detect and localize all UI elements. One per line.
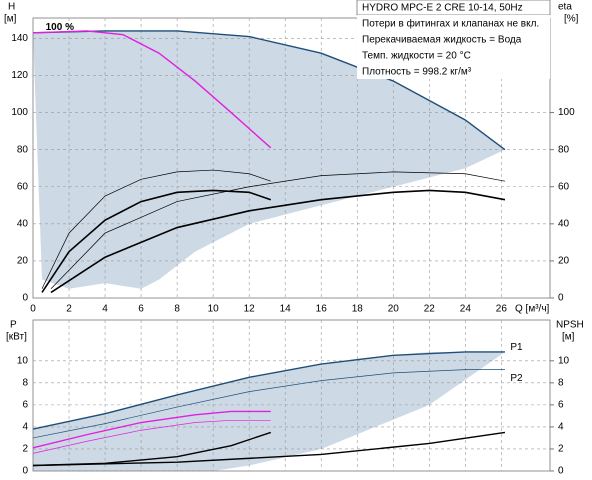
x-tick-label: 0	[30, 304, 36, 315]
y-tick-label: 140	[11, 33, 28, 44]
note: Перекачиваемая жидкость = Вода	[362, 35, 522, 46]
notes-box	[357, 15, 550, 79]
y2-axis-title: eta	[558, 2, 572, 13]
plots: 0 2 4 6 8 10 12 14 16 18 20 22 24 2602040608010012014…	[4, 0, 584, 477]
y2-tick-label: 100	[558, 107, 575, 118]
operating-area	[33, 30, 505, 289]
y2-axis-unit: [%]	[564, 14, 579, 25]
note: Плотность = 998.2 кг/м³	[362, 67, 472, 78]
curve	[32, 410, 271, 449]
y-tick-label: 60	[17, 181, 29, 192]
x-tick-label: 16	[316, 304, 328, 315]
chart-title: HYDRO MPC-E 2 CRE 10-14, 50Hz	[362, 3, 523, 14]
note: Темп. жидкости = 20 °C	[362, 51, 471, 62]
y-tick-label: 20	[17, 256, 29, 267]
x-tick-label: 22	[424, 304, 436, 315]
curve	[32, 351, 505, 430]
y-axis-title: H	[8, 2, 15, 13]
y-tick-label: 6	[22, 400, 28, 411]
y2-tick-label: 8	[558, 377, 564, 388]
y2-tick-label: 80	[558, 144, 570, 155]
x-tick-label: 2	[66, 304, 72, 315]
y2-tick-label: 40	[558, 218, 570, 229]
annotation: P2	[510, 373, 523, 384]
curve	[32, 431, 506, 467]
y2-tick-label: 2	[558, 444, 564, 455]
x-tick-label: 4	[102, 304, 108, 315]
x-tick-label: 18	[352, 304, 364, 315]
x-tick-label: 10	[208, 304, 220, 315]
curve	[32, 419, 271, 454]
x-tick-label: 14	[280, 304, 292, 315]
curve	[32, 30, 506, 151]
y-tick-label: 100	[11, 107, 28, 118]
note: Потери в фитингах и клапанах не вкл.	[362, 18, 539, 30]
y-tick-label: 2	[22, 444, 28, 455]
x-tick-label: 6	[138, 304, 144, 315]
y-axis-unit: [кВт]	[6, 332, 27, 343]
y2-tick-label: 10	[558, 355, 570, 366]
y-axis-unit: [м]	[4, 14, 17, 25]
y2-axis-title: NPSH	[556, 320, 584, 331]
curve	[41, 169, 271, 289]
y2-tick-label: 0	[558, 466, 564, 477]
curve	[32, 30, 272, 149]
curve	[50, 171, 506, 289]
x-tick-label: 26	[496, 304, 508, 315]
curve	[32, 369, 505, 439]
y-axis-title: P	[10, 320, 17, 331]
y2-tick-label: 4	[558, 422, 564, 433]
y2-tick-label: 0	[558, 293, 564, 304]
x-tick-label: 24	[460, 304, 472, 315]
x-tick-label: 8	[174, 304, 180, 315]
y-tick-label: 40	[17, 218, 29, 229]
x-tick-label: 20	[388, 304, 400, 315]
y-tick-label: 120	[11, 70, 28, 81]
y2-tick-label: 60	[558, 181, 570, 192]
y-tick-label: 8	[22, 377, 28, 388]
y-tick-label: 0	[22, 293, 28, 304]
y-tick-label: 0	[22, 466, 28, 477]
y2-tick-label: 6	[558, 400, 564, 411]
curve	[50, 189, 506, 294]
curve	[41, 189, 272, 293]
y-tick-label: 4	[22, 422, 28, 433]
x-axis-title: Q [м³/ч]	[515, 304, 550, 315]
y-tick-label: 10	[17, 355, 29, 366]
y2-tick-label: 20	[558, 256, 570, 267]
x-tick-label: 12	[244, 304, 256, 315]
y2-axis-unit: [м]	[562, 332, 575, 343]
annotation: 100 %	[46, 22, 74, 33]
annotation: P1	[510, 342, 523, 353]
y-tick-label: 80	[17, 144, 29, 155]
